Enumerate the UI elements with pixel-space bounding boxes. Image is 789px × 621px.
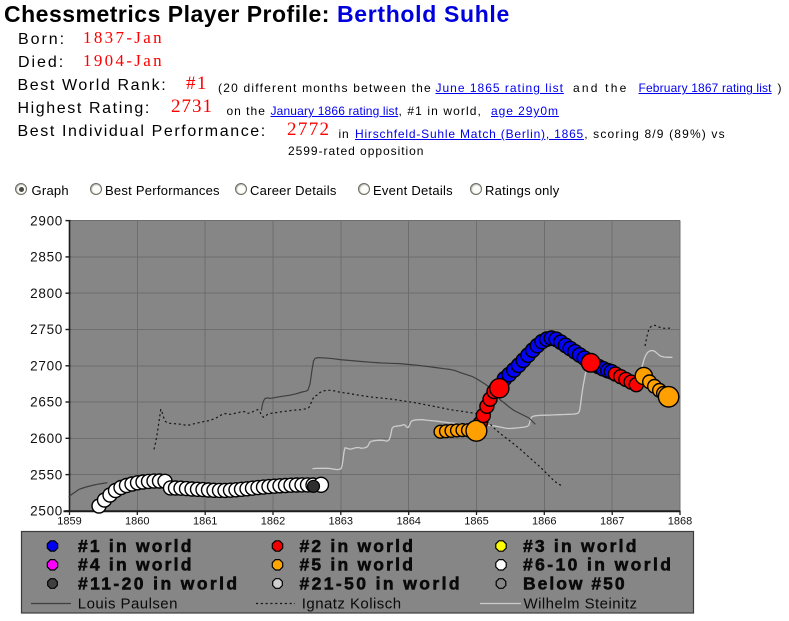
svg-text:2750: 2750	[30, 322, 63, 337]
svg-text:1863: 1863	[329, 516, 353, 528]
svg-text:2900: 2900	[30, 213, 63, 228]
svg-text:Below #50: Below #50	[523, 573, 627, 593]
svg-text:1864: 1864	[396, 516, 420, 528]
svg-text:Louis Paulsen: Louis Paulsen	[78, 596, 178, 613]
svg-text:Ignatz Kolisch: Ignatz Kolisch	[302, 596, 402, 613]
svg-text:#2 in world: #2 in world	[300, 536, 416, 556]
svg-text:2700: 2700	[30, 358, 63, 373]
svg-text:1861: 1861	[193, 516, 217, 528]
svg-text:2550: 2550	[30, 467, 63, 482]
svg-text:#1 in world: #1 in world	[78, 536, 194, 556]
svg-text:1868: 1868	[668, 516, 692, 528]
svg-text:1867: 1867	[600, 516, 624, 528]
svg-text:#3 in world: #3 in world	[523, 536, 639, 556]
svg-text:#5 in world: #5 in world	[300, 555, 416, 575]
svg-text:#11-20 in world: #11-20 in world	[78, 573, 239, 593]
svg-text:1860: 1860	[125, 516, 149, 528]
svg-text:1859: 1859	[57, 516, 81, 528]
svg-text:Wilhelm Steinitz: Wilhelm Steinitz	[524, 596, 638, 613]
svg-text:2800: 2800	[30, 286, 63, 301]
svg-text:2600: 2600	[30, 431, 63, 446]
svg-text:2500: 2500	[30, 504, 63, 519]
svg-text:#4 in world: #4 in world	[78, 555, 194, 575]
svg-text:#6-10 in world: #6-10 in world	[523, 555, 673, 575]
svg-text:1862: 1862	[261, 516, 285, 528]
svg-text:1866: 1866	[532, 516, 556, 528]
svg-text:2850: 2850	[30, 250, 63, 265]
svg-text:1865: 1865	[464, 516, 488, 528]
svg-text:2650: 2650	[30, 395, 63, 410]
svg-text:#21-50 in world: #21-50 in world	[300, 573, 462, 593]
